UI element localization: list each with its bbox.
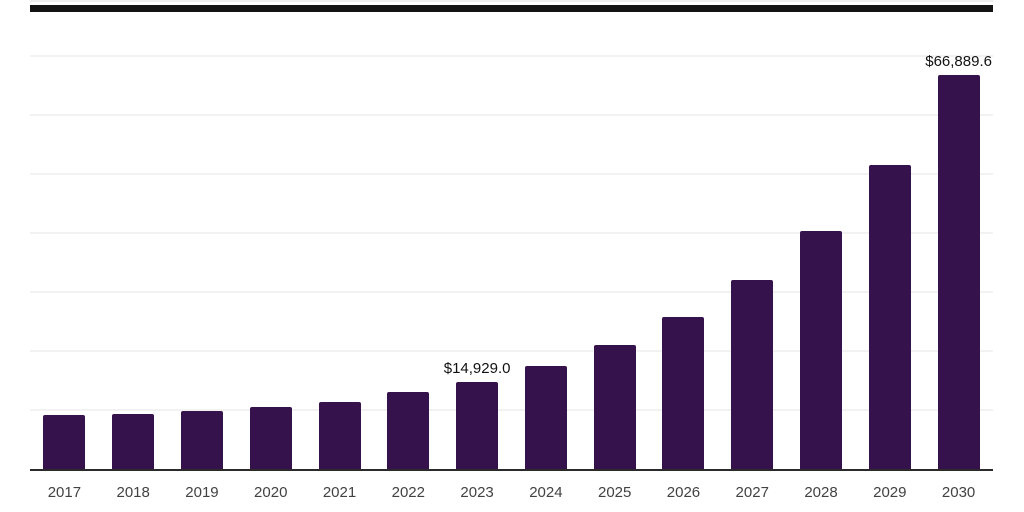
x-axis: 2017 2018 2019 2020 2021 2022 2023 2024 2025 2026… [30,485,993,503]
x-axis-label-2029: 2029 [873,484,907,501]
bar-2018[interactable] [112,413,155,470]
bar-2019[interactable] [180,411,223,470]
bar-2026[interactable] [662,317,705,470]
x-axis-label-2026: 2026 [666,484,701,501]
top-gridline [30,0,993,2]
bar-2017[interactable] [43,415,86,470]
plot-area: $14,929.0 $66,889.6 [30,0,993,470]
gridline [30,350,993,352]
gridline [30,114,993,116]
x-axis-label-2030: 2030 [941,484,976,501]
bar-2029[interactable] [868,164,911,470]
x-axis-label-2020: 2020 [254,484,288,501]
x-axis-label-2024: 2024 [529,484,563,501]
bar-2022[interactable] [387,392,430,470]
x-axis-label-2027: 2027 [735,484,769,501]
x-axis-label-2025: 2025 [597,484,632,501]
gridline [30,232,993,234]
bar-2020[interactable] [249,407,292,470]
value-label-2023: $14,929.0 [443,359,511,377]
bar-2030[interactable] [937,75,980,470]
gridline [30,291,993,293]
x-axis-label-2018: 2018 [116,484,150,501]
value-label-2030: $66,889.6 [925,53,992,71]
bar-2021[interactable] [318,401,361,470]
bar-2025[interactable] [593,344,636,470]
bar-2027[interactable] [731,280,774,470]
bar-2028[interactable] [800,231,843,470]
bar-2024[interactable] [524,366,567,470]
x-axis-label-2019: 2019 [185,484,219,501]
top-rule [30,5,993,12]
gridline [30,173,993,175]
x-axis-label-2017: 2017 [47,484,82,501]
gridline [30,409,993,411]
x-axis-label-2023: 2023 [460,484,494,501]
bar-2023[interactable] [456,381,499,470]
x-axis-label-2028: 2028 [804,484,838,501]
x-axis-label-2021: 2021 [322,484,357,501]
x-axis-line [30,469,993,471]
gridline [30,55,993,57]
x-axis-label-2022: 2022 [391,484,425,501]
